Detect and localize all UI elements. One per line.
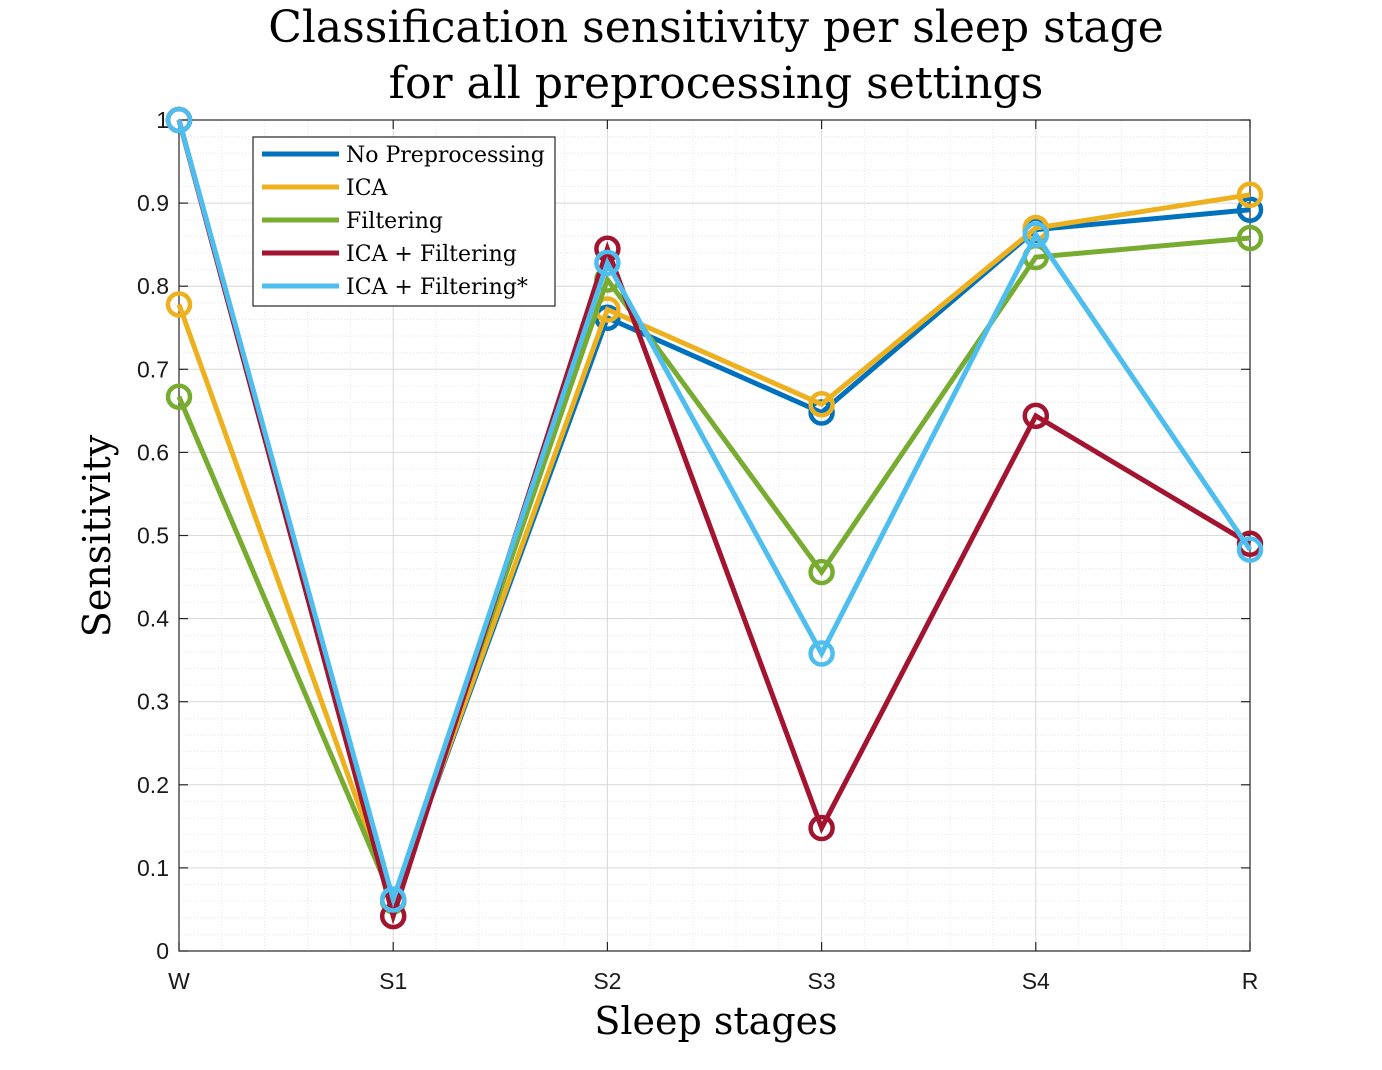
data-point-ica-filtering-s1 [379,886,407,913]
data-point-ica-filtering-w [165,106,193,134]
chart-title-line-1: Classification sensitivity per sleep sta… [268,2,1164,53]
legend-item: ICA + Filtering* [262,275,528,300]
x-axis-ticks: W S1 S2 S3 S4 R [168,120,1258,994]
y-axis-label: Sensitivity [75,434,119,637]
data-point-ica-r [1236,181,1264,209]
series-line-ica-filtering [176,119,1252,925]
data-point-ica-filtering-r [1236,536,1264,563]
data-point-ica-filtering-s4 [1022,221,1050,248]
series-line-filtering [176,235,1251,909]
x-axis-label: Sleep stages [594,999,837,1043]
y-tick-label: 1 [156,107,169,133]
legend-item: ICA [262,176,389,201]
data-point-no-preprocessing-r [1236,196,1264,223]
x-tick-label: W [168,968,190,994]
y-tick-label: 0.6 [137,439,169,465]
y-tick-label: 0.2 [137,772,169,798]
legend-label: ICA [346,176,389,201]
y-tick-label: 0.9 [137,190,169,216]
legend-item: ICA + Filtering [262,242,517,267]
legend-label: ICA + Filtering [346,242,517,267]
x-tick-label: S1 [379,968,407,994]
legend-label: ICA + Filtering* [346,275,528,300]
data-point-ica-filtering-s4 [1022,402,1050,430]
chart-title-line-2: for all preprocessing settings [389,58,1044,109]
data-point-ica-w [165,291,193,318]
legend-label: No Preprocessing [346,143,545,168]
x-tick-label: S2 [593,968,621,994]
series-ica-filtering [165,106,1264,913]
y-tick-label: 0 [156,938,169,964]
x-tick-label: S4 [1022,968,1050,994]
y-tick-label: 0.8 [137,273,169,299]
y-tick-label: 0.3 [137,689,169,715]
data-point-ica-s3 [808,390,835,418]
y-tick-label: 0.7 [137,356,169,382]
data-point-filtering-w [165,383,193,410]
data-point-ica-filtering-s3 [808,814,835,842]
y-tick-label: 0.4 [137,606,169,632]
x-tick-label: R [1242,968,1259,994]
legend-item: No Preprocessing [262,143,545,168]
series-line-ica-filtering [176,119,1253,909]
data-point-ica-filtering-s3 [808,640,835,667]
series-line-ica [176,192,1251,909]
data-point-filtering-s3 [808,558,835,586]
legend-item: Filtering [262,209,443,234]
y-tick-label: 0.1 [137,855,169,881]
x-tick-label: S3 [808,968,836,994]
data-point-ica-filtering-s2 [594,249,621,277]
y-axis-ticks: 0 0.1 0.2 0.3 0.4 0.5 0.6 0.7 0.8 0.9 1 [137,107,1250,964]
legend: No Preprocessing ICA Filtering ICA + Filter… [252,136,556,307]
series-group [165,106,1264,930]
data-point-filtering-r [1236,224,1264,252]
y-tick-label: 0.5 [137,523,169,549]
legend-label: Filtering [346,209,443,234]
